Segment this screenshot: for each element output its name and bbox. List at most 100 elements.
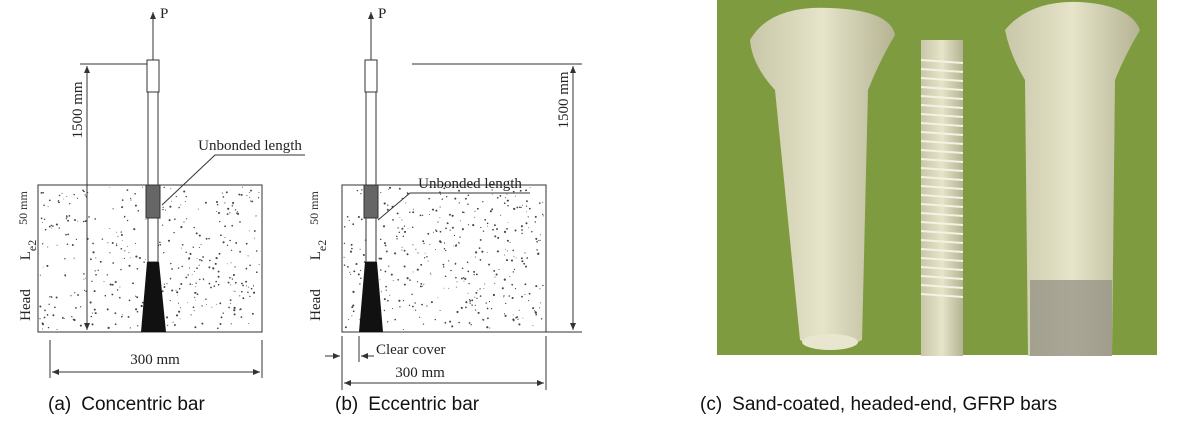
speckle bbox=[189, 283, 191, 285]
speckle bbox=[409, 279, 411, 281]
speckle bbox=[107, 242, 108, 243]
speckle bbox=[226, 191, 228, 193]
speckle bbox=[483, 231, 484, 232]
speckle bbox=[236, 212, 237, 213]
speckle bbox=[399, 306, 400, 307]
speckle bbox=[65, 234, 67, 236]
speckle bbox=[67, 220, 69, 222]
speckle bbox=[506, 228, 508, 230]
speckle bbox=[512, 250, 514, 252]
speckle bbox=[355, 263, 357, 265]
speckle bbox=[460, 220, 461, 221]
speckle bbox=[193, 306, 195, 308]
speckle bbox=[90, 258, 92, 260]
speckle bbox=[122, 314, 123, 315]
speckle bbox=[468, 194, 470, 196]
speckle bbox=[234, 291, 235, 292]
speckle bbox=[119, 287, 120, 288]
speckle bbox=[405, 203, 406, 204]
speckle bbox=[471, 304, 472, 305]
speckle bbox=[85, 278, 86, 279]
speckle bbox=[167, 325, 168, 326]
speckle bbox=[195, 286, 196, 287]
speckle bbox=[115, 323, 117, 325]
speckle bbox=[493, 270, 495, 272]
speckle bbox=[51, 296, 53, 298]
bar bbox=[366, 218, 376, 262]
speckle bbox=[215, 263, 217, 265]
speckle bbox=[42, 222, 43, 223]
speckle bbox=[137, 210, 139, 212]
speckle bbox=[205, 202, 207, 204]
speckle bbox=[112, 208, 113, 209]
speckle bbox=[43, 205, 45, 207]
speckle bbox=[472, 224, 474, 226]
cover-label: Clear cover bbox=[376, 342, 446, 358]
speckle bbox=[471, 324, 472, 325]
speckle bbox=[497, 198, 498, 199]
speckle bbox=[201, 260, 203, 262]
width-label: 300 mm bbox=[395, 365, 445, 381]
speckle bbox=[344, 243, 345, 244]
speckle bbox=[482, 319, 484, 321]
speckle bbox=[445, 228, 447, 230]
speckle bbox=[61, 193, 62, 194]
speckle bbox=[435, 210, 437, 212]
speckle bbox=[450, 230, 451, 231]
speckle bbox=[456, 281, 457, 282]
speckle bbox=[250, 190, 252, 192]
speckle bbox=[209, 283, 211, 285]
speckle bbox=[205, 298, 206, 299]
speckle bbox=[130, 200, 131, 201]
speckle bbox=[178, 311, 180, 313]
speckle bbox=[384, 242, 386, 244]
speckle bbox=[456, 244, 457, 245]
bar bbox=[148, 92, 158, 185]
speckle bbox=[526, 211, 527, 212]
embed-label: Le2 bbox=[308, 240, 329, 261]
speckle bbox=[540, 302, 541, 303]
speckle bbox=[238, 194, 240, 196]
speckle bbox=[361, 219, 363, 221]
speckle bbox=[234, 266, 235, 267]
speckle bbox=[394, 252, 396, 254]
speckle bbox=[402, 247, 403, 248]
speckle bbox=[230, 299, 232, 301]
speckle bbox=[487, 317, 489, 319]
speckle bbox=[121, 231, 122, 232]
speckle bbox=[258, 192, 259, 193]
speckle bbox=[246, 195, 247, 196]
speckle bbox=[408, 228, 409, 229]
speckle bbox=[507, 250, 508, 251]
speckle bbox=[474, 297, 475, 298]
speckle bbox=[199, 279, 200, 280]
speckle bbox=[136, 296, 138, 298]
speckle bbox=[62, 317, 64, 319]
bar-grip bbox=[147, 60, 159, 92]
speckle bbox=[519, 310, 520, 311]
speckle bbox=[224, 225, 226, 227]
speckle bbox=[135, 308, 137, 310]
speckle bbox=[520, 207, 521, 208]
speckle bbox=[188, 259, 189, 260]
speckle bbox=[201, 244, 202, 245]
speckle bbox=[234, 313, 236, 315]
speckle bbox=[223, 241, 225, 243]
speckle bbox=[511, 260, 512, 261]
speckle bbox=[505, 197, 506, 198]
speckle bbox=[412, 211, 414, 213]
speckle bbox=[514, 256, 515, 257]
caption: (a)Concentric bar bbox=[48, 394, 205, 415]
speckle bbox=[227, 245, 228, 246]
speckle bbox=[129, 299, 131, 301]
speckle bbox=[169, 219, 171, 221]
speckle bbox=[425, 253, 426, 254]
speckle bbox=[500, 195, 502, 197]
speckle bbox=[242, 285, 244, 287]
speckle bbox=[417, 281, 418, 282]
speckle bbox=[361, 189, 362, 190]
speckle bbox=[42, 323, 44, 325]
speckle bbox=[233, 309, 235, 311]
speckle bbox=[102, 238, 103, 239]
speckle bbox=[159, 242, 161, 244]
